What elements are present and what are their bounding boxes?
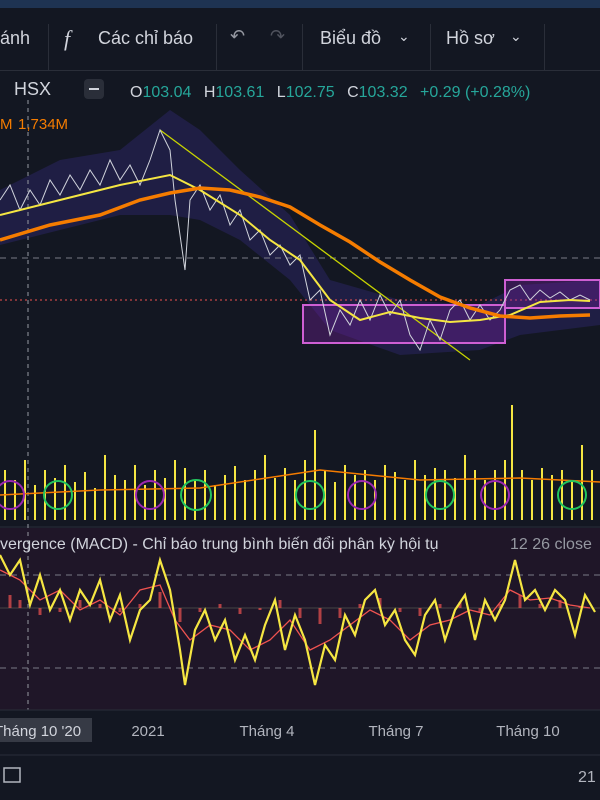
- moving-average: [0, 186, 591, 320]
- footer-text: 21: [578, 769, 596, 786]
- toolbar-button[interactable]: Biểu đồ: [320, 28, 382, 48]
- label: L: [277, 84, 286, 101]
- redo-icon[interactable]: ↷: [270, 26, 286, 46]
- undo-icon[interactable]: ↶: [230, 26, 246, 46]
- range-box: [504, 279, 600, 309]
- change: +0.29 (+0.28%): [420, 84, 530, 101]
- separator: [430, 24, 431, 70]
- marker: [295, 480, 325, 510]
- dropdown-icon: ⌄: [398, 28, 410, 44]
- collapse-icon: [89, 88, 99, 90]
- value: 103.04: [142, 84, 191, 101]
- separator: [48, 24, 49, 70]
- moving-average: [0, 173, 591, 324]
- x-tick-label: 2021: [131, 723, 164, 740]
- macd-signal: [0, 569, 591, 651]
- top-strip: [0, 0, 600, 8]
- toolbar: ánh f Các chỉ báo ↶ ↷ Biểu đồ ⌄ Hồ sơ ⌄: [0, 8, 600, 71]
- price-band: [0, 110, 600, 355]
- toolbar-button[interactable]: Hồ sơ: [446, 28, 495, 48]
- marker: [0, 480, 25, 510]
- marker: [180, 479, 212, 511]
- dropdown-icon: ⌄: [510, 28, 522, 44]
- crosshair-label: [0, 718, 92, 742]
- volume-label: M: [0, 116, 13, 133]
- x-tick-label: Tháng 10 '20: [0, 723, 81, 740]
- x-tick-label: Tháng 7: [368, 723, 423, 740]
- trend-line: [159, 129, 471, 361]
- calendar-icon[interactable]: [3, 767, 21, 783]
- price-series: [0, 128, 591, 352]
- ohlc: O103.04 H103.61 L102.75 C103.32 +0.29 (+…: [130, 84, 530, 101]
- label: O: [130, 84, 142, 101]
- separator: [302, 24, 303, 70]
- x-tick-label: Tháng 4: [239, 723, 294, 740]
- macd-title: vergence (MACD) - Chỉ báo trung bình biế…: [0, 535, 438, 553]
- value: 103.61: [215, 84, 264, 101]
- toolbar-button[interactable]: Các chỉ báo: [98, 28, 194, 48]
- exchange: HSX: [14, 79, 51, 99]
- marker: [480, 480, 510, 510]
- separator: [216, 24, 217, 70]
- marker: [557, 480, 587, 510]
- value: 102.75: [286, 84, 335, 101]
- x-tick-label: Tháng 10: [496, 723, 559, 740]
- macd-line: [0, 554, 596, 686]
- macd-params: 12 26 close: [510, 536, 592, 553]
- value: 103.32: [359, 84, 408, 101]
- macd-histogram: [8, 592, 582, 624]
- label: C: [347, 84, 359, 101]
- volume-average: [0, 469, 600, 496]
- label: H: [204, 84, 216, 101]
- fx-icon: f: [64, 26, 71, 51]
- marker: [425, 480, 455, 510]
- signal-markers: [0, 479, 587, 511]
- macd-pane: [0, 528, 600, 710]
- marker: [347, 480, 377, 510]
- marker: [43, 480, 73, 510]
- volume-value: 1,734M: [18, 116, 68, 133]
- toolbar-button[interactable]: ánh: [0, 28, 31, 48]
- separator: [544, 24, 545, 70]
- marker: [135, 480, 165, 510]
